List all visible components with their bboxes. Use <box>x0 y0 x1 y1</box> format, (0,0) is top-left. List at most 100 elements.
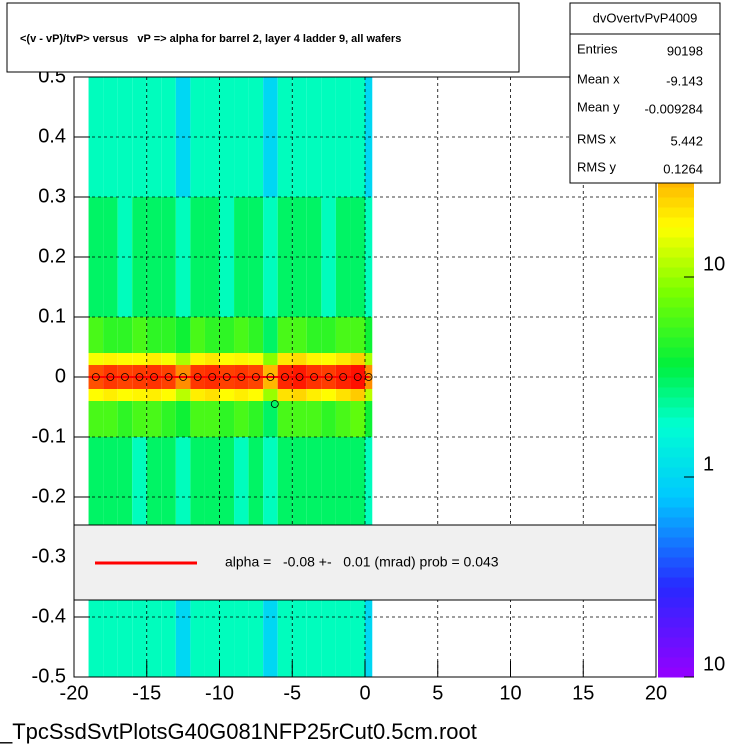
heatmap-cell <box>88 77 104 197</box>
heatmap-cell <box>335 197 351 317</box>
heatmap-cell <box>292 401 307 437</box>
heatmap-cell <box>117 353 133 365</box>
colorbar-step <box>658 257 694 268</box>
x-tick-label: 0 <box>359 682 370 704</box>
stats-value: 0.1264 <box>663 161 703 176</box>
colorbar-step <box>658 567 694 578</box>
heatmap-cell <box>335 401 351 437</box>
heatmap-cell <box>277 401 293 437</box>
heatmap-cell <box>263 401 278 437</box>
profile-point <box>106 373 115 381</box>
heatmap-cell <box>190 197 205 317</box>
colorbar-step <box>658 227 694 238</box>
heatmap-cell <box>117 401 133 437</box>
profile-point <box>324 373 333 381</box>
colorbar-step <box>658 447 694 458</box>
x-tick-label: -10 <box>205 682 234 704</box>
profile-point <box>339 373 348 381</box>
colorbar-step <box>658 237 694 248</box>
heatmap-cell <box>335 77 351 197</box>
y-tick-label: -0.5 <box>32 665 66 687</box>
profile-point <box>353 373 362 381</box>
z-tick-label: 10 <box>703 653 725 675</box>
x-tick-label: -20 <box>60 682 89 704</box>
colorbar-step <box>658 657 694 668</box>
heatmap-cell <box>219 353 235 365</box>
colorbar-step <box>658 307 694 318</box>
colorbar-step <box>658 397 694 408</box>
colorbar-step <box>658 467 694 478</box>
heatmap-cell <box>248 317 264 353</box>
heatmap-cell <box>103 317 118 353</box>
colorbar-step <box>658 247 694 258</box>
colorbar-step <box>658 497 694 508</box>
colorbar-step <box>658 407 694 418</box>
stats-label: RMS y <box>577 159 617 174</box>
heatmap-cell <box>190 317 205 353</box>
heatmap-cell <box>234 353 249 365</box>
y-tick-label: -0.1 <box>32 425 66 447</box>
heatmap-cell <box>350 401 365 437</box>
heatmap-cell <box>132 317 147 353</box>
heatmap-cell <box>204 389 220 401</box>
heatmap-cell <box>132 197 147 317</box>
profile-point <box>237 373 246 381</box>
x-tick-label: 15 <box>572 682 594 704</box>
colorbar-step <box>658 557 694 568</box>
colorbar-step <box>658 577 694 588</box>
profile-point <box>281 373 289 381</box>
y-tick-label: 0.3 <box>38 185 66 207</box>
plot-area <box>73 76 694 678</box>
heatmap-cell <box>161 197 176 317</box>
z-tick-label: 1 <box>703 453 714 475</box>
heatmap-cell <box>292 77 307 197</box>
colorbar-step <box>658 367 694 378</box>
heatmap-cell <box>204 353 220 365</box>
colorbar-step <box>658 197 694 208</box>
x-tick-label: 5 <box>432 682 443 704</box>
colorbar-step <box>658 617 694 628</box>
colorbar-step <box>658 437 694 448</box>
heatmap-cell <box>263 317 278 353</box>
colorbar-step <box>658 287 694 298</box>
colorbar-step <box>658 627 694 638</box>
heatmap-cell <box>117 317 133 353</box>
stats-label: RMS x <box>577 131 617 146</box>
colorbar-step <box>658 317 694 328</box>
heatmap-cell <box>263 77 278 197</box>
heatmap-cell <box>335 389 351 401</box>
profile-point <box>364 373 373 381</box>
heatmap-cell <box>190 353 205 365</box>
colorbar-step <box>658 487 694 498</box>
profile-point <box>179 373 188 381</box>
heatmap-cell <box>88 401 104 437</box>
y-tick-label: 0.1 <box>38 305 66 327</box>
heatmap-cell <box>146 353 162 365</box>
footer: _TpcSsdSvtPlotsG40G081NFP25rCut0.5cm.roo… <box>0 719 477 744</box>
heatmap-cell <box>248 389 264 401</box>
colorbar-step <box>658 297 694 308</box>
profile-point <box>208 373 217 381</box>
stats-label: Mean y <box>577 99 620 114</box>
heatmap-cell <box>234 389 249 401</box>
colorbar-step <box>658 527 694 538</box>
colorbar-step <box>658 517 694 528</box>
heatmap-cell <box>132 353 147 365</box>
colorbar-step <box>658 417 694 428</box>
heatmap-cell <box>292 197 307 317</box>
heatmap-cell <box>175 317 191 353</box>
heatmap-cell <box>132 389 147 401</box>
heatmap-cell <box>146 317 162 353</box>
heatmap-cell <box>175 401 191 437</box>
y-tick-label: 0 <box>55 365 66 387</box>
colorbar-step <box>658 637 694 648</box>
stats-value: 5.442 <box>670 133 703 148</box>
profile-point <box>270 400 279 408</box>
profile-point <box>222 373 231 381</box>
heatmap-cell <box>190 401 205 437</box>
heatmap-cell <box>292 353 307 365</box>
heatmap-cell <box>321 401 336 437</box>
heatmap-cell <box>103 389 118 401</box>
colorbar-step <box>658 667 694 678</box>
